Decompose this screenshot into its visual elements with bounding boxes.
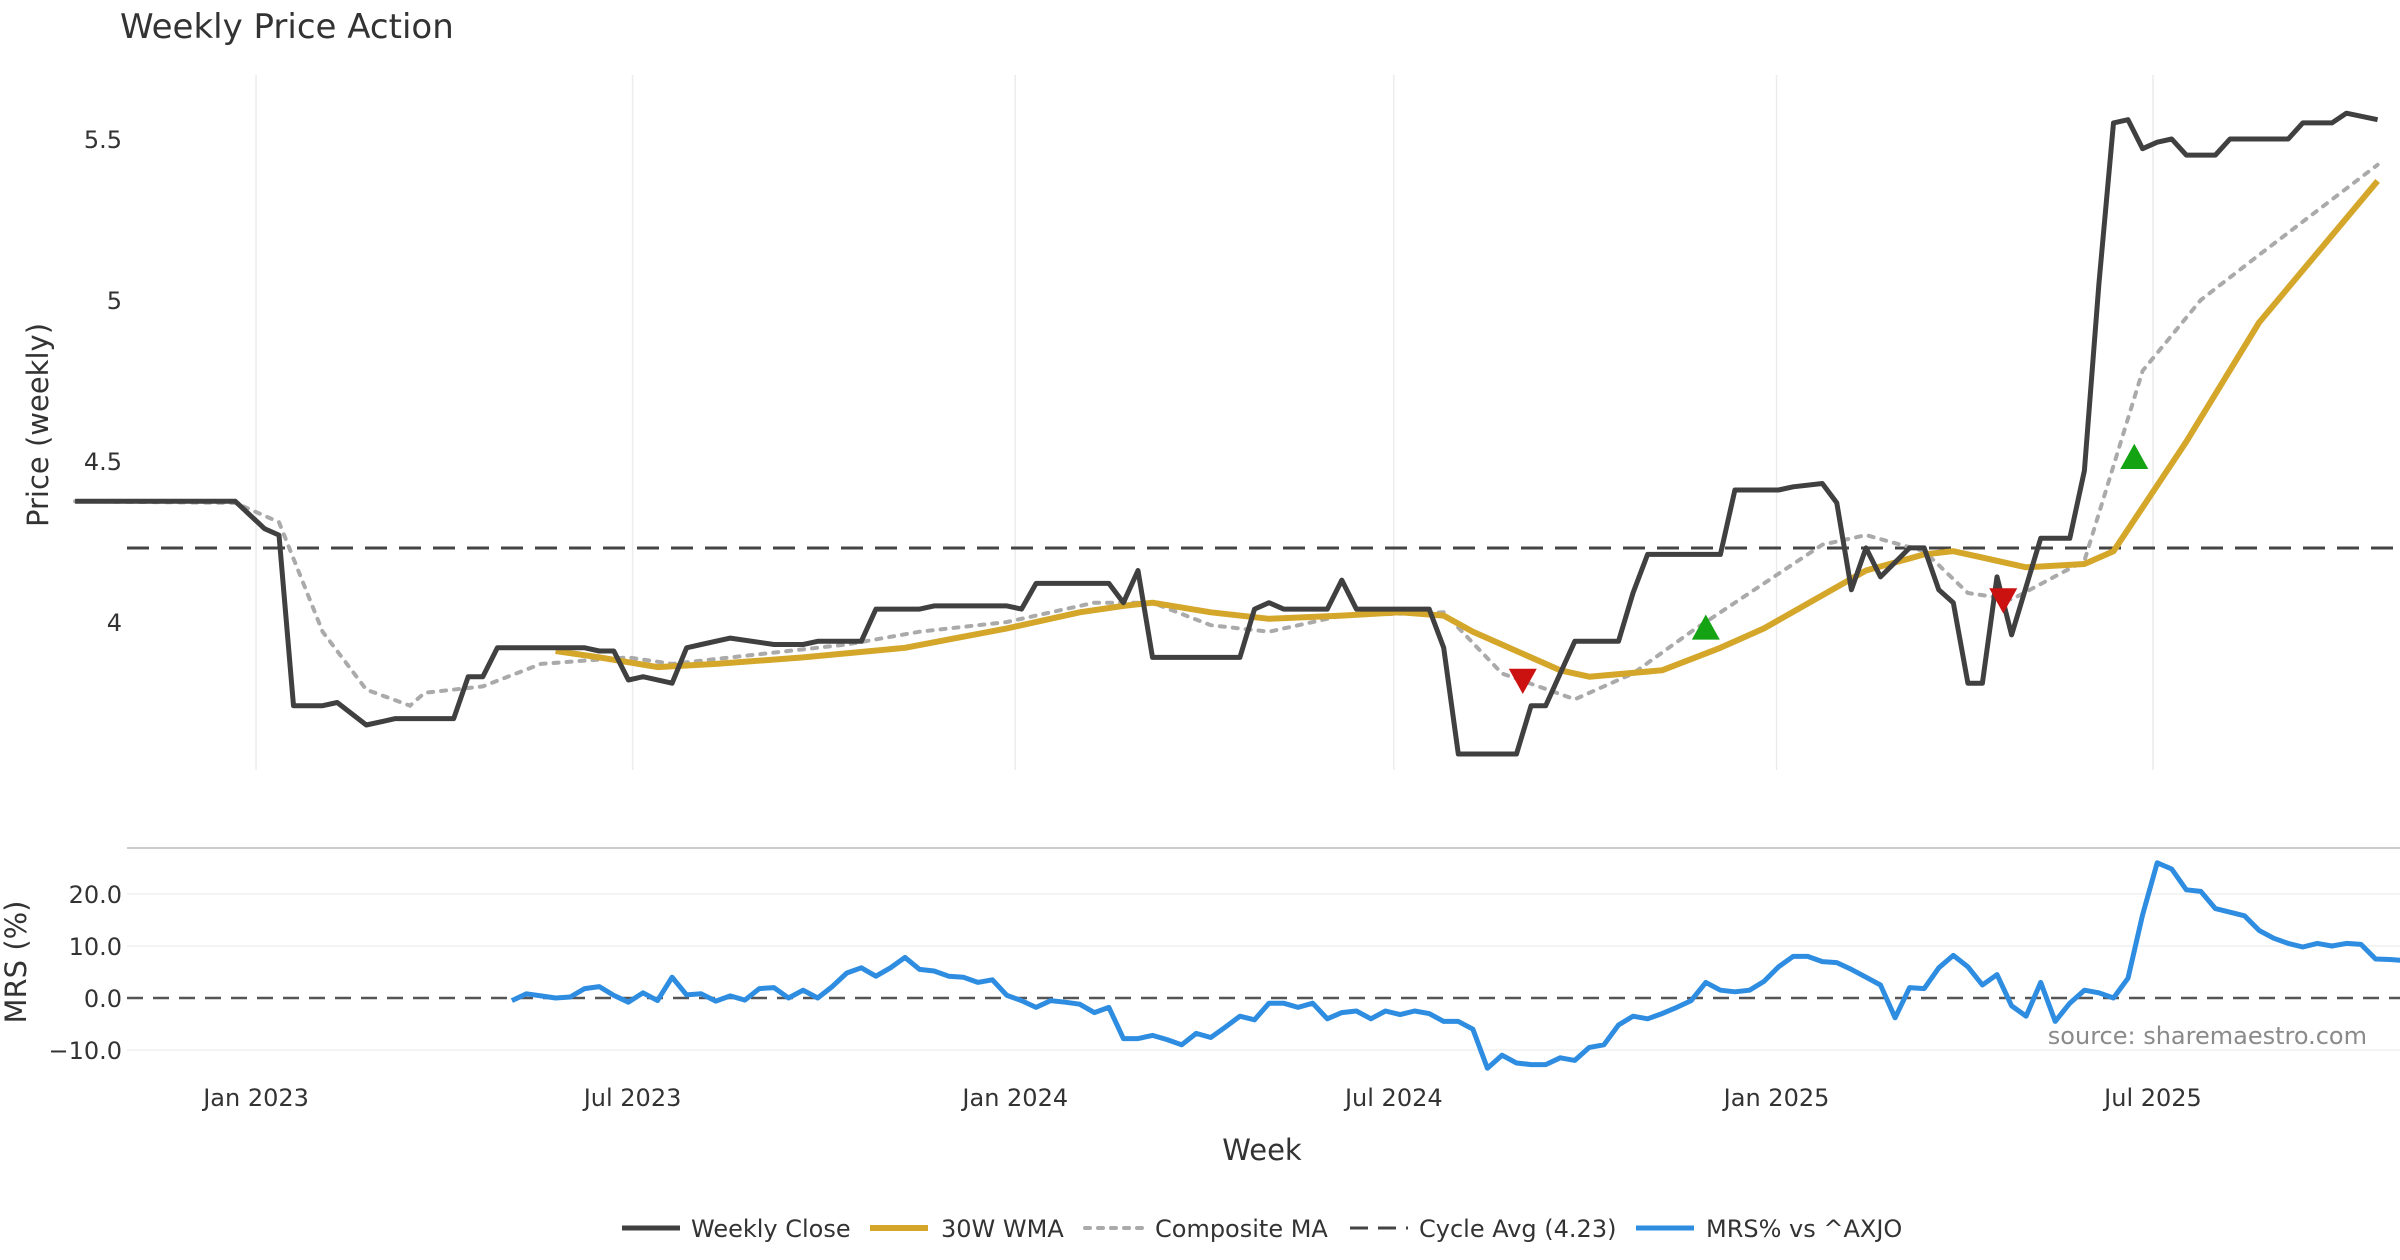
x-tick-jul-2024: Jul 2024	[1343, 1084, 1443, 1112]
composite-ma-line	[73, 162, 2380, 708]
x-axis-ticks: Jan 2023 Jul 2023 Jan 2024 Jul 2024 Jan 2025…	[201, 1084, 2202, 1112]
x-axis-label: Week	[1222, 1133, 1302, 1167]
legend-item-composite-ma: Composite MA	[1083, 1215, 1328, 1243]
legend-label-cycle-avg: Cycle Avg (4.23)	[1419, 1215, 1616, 1243]
legend-label-30w-wma: 30W WMA	[941, 1215, 1064, 1243]
legend-label-composite-ma: Composite MA	[1155, 1215, 1328, 1243]
signal-markers	[1508, 443, 2149, 694]
price-y-axis-label: Price (weekly)	[21, 323, 55, 527]
sell-marker-3	[1989, 588, 2018, 614]
chart-title: Weekly Price Action	[120, 7, 454, 47]
x-tick-jul-2023: Jul 2023	[582, 1084, 682, 1112]
mrs-y-tick-0-0: 0.0	[84, 985, 122, 1013]
source-note: source: sharemaestro.com	[2048, 1022, 2367, 1050]
mrs-y-ticks: 20.0 10.0 0.0 −10.0	[48, 881, 2400, 1065]
legend-label-mrs: MRS% vs ^AXJO	[1706, 1215, 1902, 1243]
mrs-y-tick-10-0: 10.0	[69, 933, 122, 961]
legend: Weekly Close 30W WMA Composite MA Cycle …	[622, 1215, 1902, 1243]
price-y-ticks: 4 4.5 5 5.5	[84, 126, 122, 637]
mrs-y-axis-label: MRS (%)	[0, 901, 33, 1024]
mrs-line	[510, 860, 2400, 1071]
mrs-y-tick-20-0: 20.0	[69, 881, 122, 909]
x-tick-jan-2025: Jan 2025	[1722, 1084, 1830, 1112]
x-tick-jan-2023: Jan 2023	[201, 1084, 309, 1112]
price-y-tick-5-5: 5.5	[84, 126, 122, 154]
x-tick-jan-2024: Jan 2024	[960, 1084, 1068, 1112]
weekly-close-line	[75, 110, 2379, 757]
price-panel: 4 4.5 5 5.5 Price (weekly)	[21, 75, 2400, 770]
legend-item-30w-wma: 30W WMA	[870, 1215, 1064, 1243]
price-y-tick-4: 4	[107, 609, 122, 637]
sell-marker-1	[1508, 668, 1537, 694]
x-tick-jul-2025: Jul 2025	[2102, 1084, 2202, 1112]
wma-30w-line	[555, 178, 2380, 680]
mrs-y-tick-10-0: −10.0	[48, 1037, 122, 1065]
price-y-tick-4-5: 4.5	[84, 448, 122, 476]
legend-label-weekly-close: Weekly Close	[691, 1215, 851, 1243]
price-vertical-grid	[255, 75, 2154, 770]
mrs-panel: 20.0 10.0 0.0 −10.0 MRS (%) source: sharema…	[0, 847, 2400, 1071]
buy-marker-4	[2120, 443, 2149, 469]
buy-marker-2	[1691, 614, 1720, 640]
legend-item-cycle-avg: Cycle Avg (4.23)	[1350, 1215, 1616, 1243]
legend-item-weekly-close: Weekly Close	[622, 1215, 851, 1243]
price-y-tick-5: 5	[107, 287, 122, 315]
legend-item-mrs: MRS% vs ^AXJO	[1636, 1215, 1902, 1243]
